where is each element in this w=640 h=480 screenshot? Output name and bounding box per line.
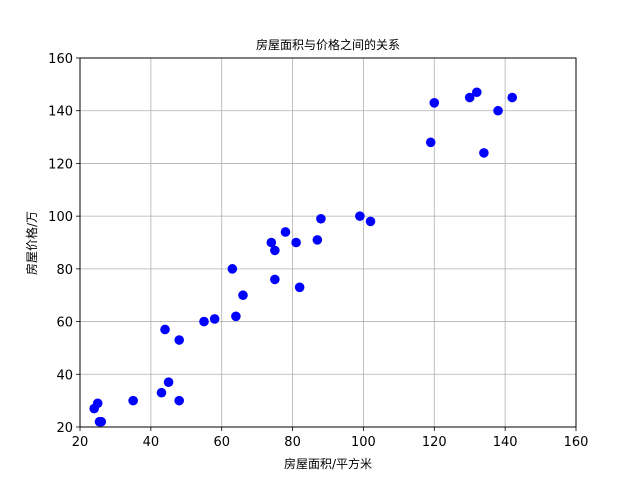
y-tick-label: 100 — [48, 210, 73, 225]
data-point — [291, 237, 301, 248]
y-tick-label: 140 — [48, 105, 73, 120]
data-point — [493, 105, 503, 116]
data-points — [89, 87, 518, 427]
x-axis-label: 房屋面积/平方米 — [284, 456, 372, 471]
data-point — [479, 148, 489, 158]
x-tick-label: 160 — [564, 435, 589, 450]
y-tick-label: 80 — [56, 263, 73, 278]
data-point — [507, 92, 518, 103]
data-point — [163, 377, 174, 387]
data-point — [160, 324, 170, 335]
data-point — [280, 227, 291, 237]
x-tick-label: 40 — [143, 435, 160, 450]
y-tick-label: 160 — [48, 52, 73, 67]
x-tick-label: 20 — [72, 435, 89, 450]
data-point — [128, 395, 138, 406]
data-point — [238, 290, 248, 301]
x-tick-label: 80 — [284, 435, 301, 450]
data-point — [266, 237, 277, 248]
data-point — [156, 387, 167, 398]
data-point — [316, 213, 326, 224]
data-point — [312, 235, 323, 245]
data-point — [270, 274, 280, 285]
data-point — [365, 216, 376, 227]
data-point — [425, 137, 436, 148]
x-tick-label: 140 — [493, 435, 518, 450]
y-tick-label: 20 — [56, 421, 73, 436]
data-point — [464, 92, 475, 103]
chart-title: 房屋面积与价格之间的关系 — [256, 37, 400, 52]
y-axis-label: 房屋价格/万 — [24, 211, 39, 275]
axis-ticks: 20 40 60 80 100 120 140 160 20 40 60 80 100 120 140 160 — [48, 52, 588, 450]
data-point — [472, 87, 482, 98]
y-tick-label: 120 — [48, 157, 73, 172]
data-point — [231, 311, 241, 322]
x-tick-label: 100 — [351, 435, 376, 450]
x-tick-label: 60 — [213, 435, 230, 450]
y-tick-label: 40 — [56, 368, 73, 383]
axes-frame — [79, 57, 577, 428]
data-point — [174, 395, 184, 406]
data-point — [199, 316, 209, 327]
data-point — [174, 335, 184, 345]
data-point — [270, 245, 280, 256]
x-tick-label: 120 — [422, 435, 447, 450]
data-point — [209, 314, 220, 324]
data-point — [355, 211, 365, 221]
data-point — [227, 264, 238, 274]
data-point — [96, 416, 107, 427]
data-point — [429, 98, 440, 108]
y-tick-label: 60 — [56, 316, 73, 331]
data-point — [92, 398, 103, 409]
data-point — [294, 282, 305, 293]
